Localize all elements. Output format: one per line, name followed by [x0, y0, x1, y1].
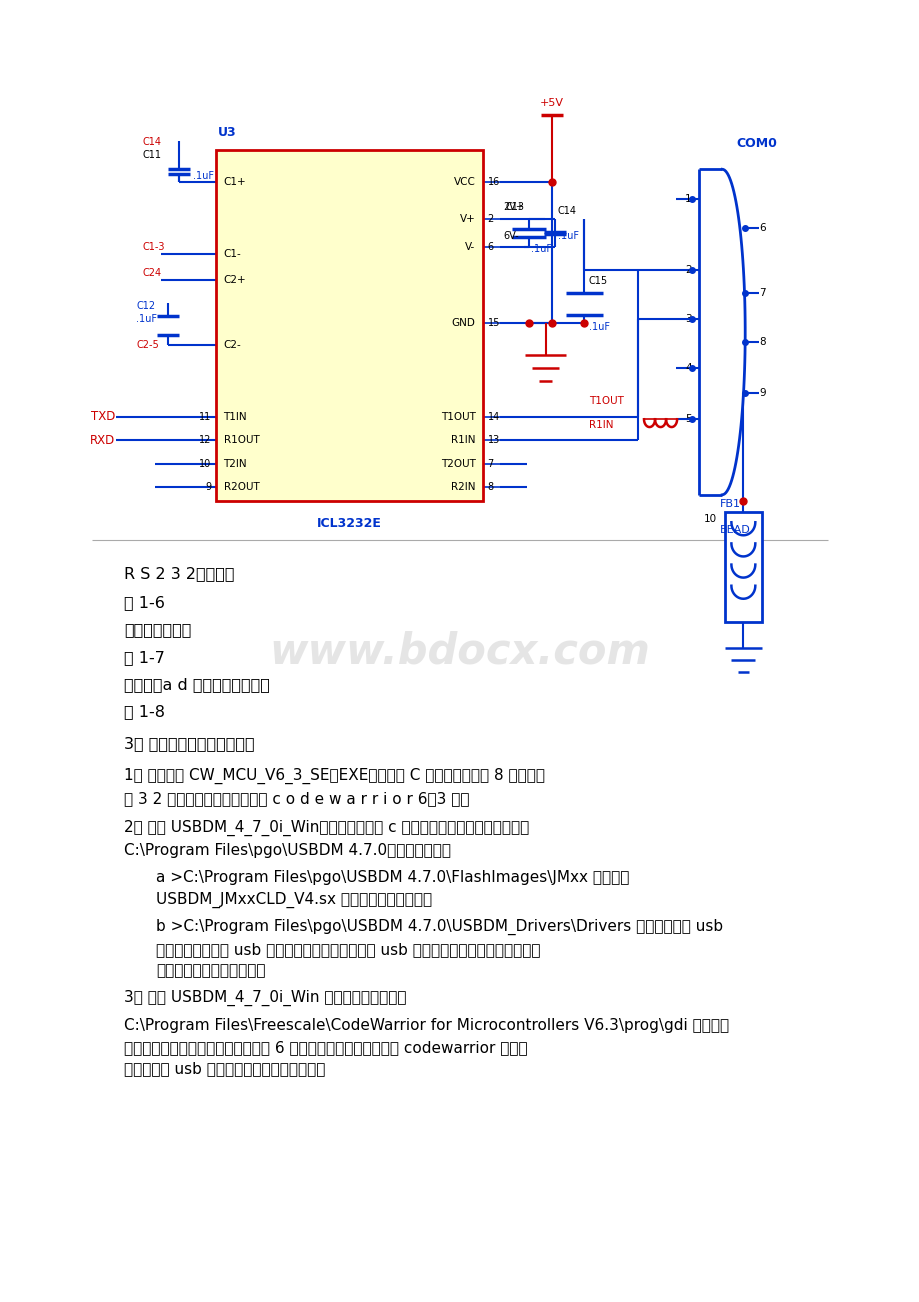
Text: C11: C11 — [142, 150, 162, 160]
Text: C1-: C1- — [223, 249, 241, 259]
Text: C14: C14 — [557, 206, 576, 216]
Text: .1uF: .1uF — [557, 230, 578, 241]
Text: 图 1-8: 图 1-8 — [124, 704, 165, 720]
Text: .1uF: .1uF — [588, 322, 609, 332]
Text: C1+: C1+ — [223, 177, 246, 187]
Text: T1IN: T1IN — [223, 411, 247, 422]
Text: 图 1-6: 图 1-6 — [124, 595, 165, 611]
Text: .1uF: .1uF — [193, 171, 214, 181]
Text: 图 1-7: 图 1-7 — [124, 650, 165, 665]
Text: 数码管显示电路: 数码管显示电路 — [124, 622, 191, 638]
Text: C2-5: C2-5 — [136, 340, 159, 350]
Text: 发光管、a d 转换以及按键电路: 发光管、a d 转换以及按键电路 — [124, 677, 270, 693]
Text: VCC: VCC — [453, 177, 475, 187]
Text: 7: 7 — [487, 458, 494, 469]
Text: 14: 14 — [487, 411, 499, 422]
Text: www.bdocx.com: www.bdocx.com — [269, 630, 650, 672]
Text: 11: 11 — [199, 411, 211, 422]
FancyBboxPatch shape — [216, 150, 482, 501]
Text: C2-: C2- — [223, 340, 241, 350]
Text: R S 2 3 2接口电路: R S 2 3 2接口电路 — [124, 566, 234, 582]
FancyBboxPatch shape — [724, 512, 761, 622]
Text: 1: 1 — [685, 194, 691, 204]
Text: 3: 3 — [685, 314, 691, 324]
Text: R2IN: R2IN — [450, 482, 475, 492]
Text: R1IN: R1IN — [588, 419, 613, 430]
Text: C2+: C2+ — [223, 275, 246, 285]
Text: R1OUT: R1OUT — [223, 435, 259, 445]
Text: ICL3232E: ICL3232E — [317, 517, 381, 530]
Text: 2） 运行 USBDM_4_7_0i_Win，这个程序会在 c 盘的程序文件夹下增加一个目录
C:\Program Files\pgo\USBDM 4.7.0，: 2） 运行 USBDM_4_7_0i_Win，这个程序会在 c 盘的程序文件夹下… — [124, 820, 528, 858]
Text: 8: 8 — [758, 337, 765, 348]
Text: 3） 运行 USBDM_4_7_0i_Win 之后，还会在目录：: 3） 运行 USBDM_4_7_0i_Win 之后，还会在目录： — [124, 990, 406, 1005]
Text: 1） 运行文件 CW_MCU_V6_3_SE．EXE，在电脑 C 盘安装飞思卡尔 8 位（及简
化 3 2 位）单片机集成开发环境 c o d e w a r : 1） 运行文件 CW_MCU_V6_3_SE．EXE，在电脑 C 盘安装飞思卡尔… — [124, 768, 545, 806]
Text: 6: 6 — [487, 242, 494, 253]
Text: 2: 2 — [487, 214, 494, 224]
Text: C24: C24 — [142, 268, 162, 279]
Text: RXD: RXD — [90, 434, 115, 447]
Text: 10: 10 — [199, 458, 211, 469]
Text: C15: C15 — [588, 276, 607, 286]
Text: 6: 6 — [758, 223, 765, 233]
Text: 4: 4 — [685, 363, 691, 374]
Text: T2IN: T2IN — [223, 458, 247, 469]
Text: b >C:\Program Files\pgo\USBDM 4.7.0\USBDM_Drivers\Drivers 下有下载器的 usb
驱动．因此在插入 us: b >C:\Program Files\pgo\USBDM 4.7.0\USBD… — [156, 919, 722, 979]
Text: C:\Program Files\Freescale\CodeWarrior for Microcontrollers V6.3\prog\gdi 下增加一
些: C:\Program Files\Freescale\CodeWarrior f… — [124, 1018, 729, 1077]
Text: U3: U3 — [218, 126, 236, 139]
Text: 13: 13 — [487, 435, 499, 445]
Text: 8: 8 — [487, 482, 494, 492]
Text: 12: 12 — [199, 435, 211, 445]
Text: 9: 9 — [205, 482, 211, 492]
Text: C13: C13 — [505, 202, 524, 212]
Text: T2OUT: T2OUT — [440, 458, 475, 469]
Text: 2V+: 2V+ — [503, 202, 524, 212]
Text: 3、 集成开发软件环境的建立: 3、 集成开发软件环境的建立 — [124, 736, 255, 751]
Text: 16: 16 — [487, 177, 499, 187]
Text: 5: 5 — [685, 414, 691, 424]
Text: TXD: TXD — [91, 410, 115, 423]
Text: T1OUT: T1OUT — [440, 411, 475, 422]
Text: V-: V- — [465, 242, 475, 253]
Text: .1uF: .1uF — [530, 243, 551, 254]
Text: GND: GND — [451, 318, 475, 328]
Text: R2OUT: R2OUT — [223, 482, 259, 492]
Text: C14: C14 — [142, 137, 162, 147]
Text: R1IN: R1IN — [450, 435, 475, 445]
Text: C1-3: C1-3 — [142, 242, 165, 253]
Text: V+: V+ — [460, 214, 475, 224]
Text: +5V: +5V — [539, 98, 563, 108]
Text: 10: 10 — [703, 514, 717, 525]
Text: a >C:\Program Files\pgo\USBDM 4.7.0\FlashImages\JMxx 下的文件
USBDM_JMxxCLD_V4.sx 是下: a >C:\Program Files\pgo\USBDM 4.7.0\Flas… — [156, 870, 630, 907]
Text: T1OUT: T1OUT — [588, 396, 623, 406]
Text: 2: 2 — [685, 264, 691, 275]
Text: .1uF: .1uF — [136, 314, 157, 324]
Text: 15: 15 — [487, 318, 499, 328]
Text: FB1: FB1 — [720, 499, 741, 509]
Text: COM0: COM0 — [735, 137, 776, 150]
Text: 7: 7 — [758, 288, 765, 298]
Text: 9: 9 — [758, 388, 765, 398]
Text: C12: C12 — [136, 301, 155, 311]
Text: BEAD: BEAD — [720, 525, 750, 535]
Text: 6V-: 6V- — [503, 230, 518, 241]
